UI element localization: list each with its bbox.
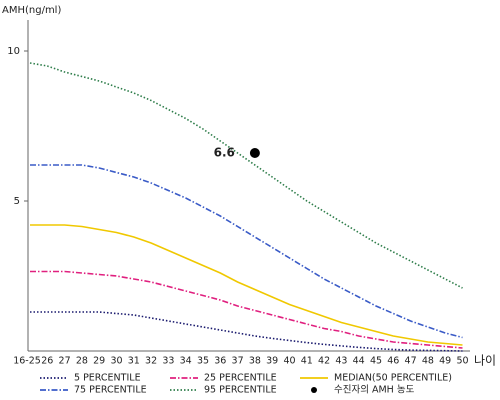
series-line: [30, 270, 463, 349]
x-tick-label: 45: [370, 356, 382, 367]
x-tick-label: 43: [335, 356, 347, 367]
series-line: [30, 224, 463, 346]
patient-point: [249, 148, 260, 158]
x-tick-label: 35: [197, 356, 209, 367]
legend-label: 5 PERCENTILE: [74, 373, 141, 384]
x-tick-label: 50: [456, 356, 468, 367]
x-tick-label: 30: [110, 356, 122, 367]
x-tick-label: 34: [180, 356, 192, 367]
x-tick-label: 47: [405, 356, 417, 367]
x-tick-label: 49: [439, 356, 451, 367]
legend-label: 95 PERCENTILE: [204, 385, 277, 396]
legend-label: MEDIAN(50 PERCENTILE): [334, 373, 452, 384]
x-tick-label: 40: [283, 356, 295, 367]
y-tick-label: 5: [14, 196, 20, 207]
series-line: [29, 62, 463, 289]
x-tick-label: 38: [249, 356, 261, 367]
x-tick-label: 46: [387, 356, 399, 367]
y-tick-label: 10: [7, 46, 20, 57]
x-axis-label: 나이: [474, 354, 496, 368]
x-tick-label: 37: [232, 356, 244, 367]
legend-label: 수진자의 AMH 농도: [334, 385, 415, 396]
x-tick-label: 48: [422, 356, 434, 367]
x-tick-label: 44: [353, 356, 365, 367]
data-label: 6.6: [214, 146, 235, 160]
x-tick-label: 39: [266, 356, 278, 367]
x-tick-label: 26: [41, 356, 53, 367]
x-tick-label: 31: [128, 356, 140, 367]
x-tick-label: 33: [162, 356, 174, 367]
series-line: [30, 311, 463, 352]
y-axis-label: AMH(ng/ml): [2, 5, 61, 16]
x-tick-label: 27: [59, 356, 71, 367]
legend-swatch: [311, 387, 317, 393]
legend-label: 25 PERCENTILE: [204, 373, 277, 384]
legend-label: 75 PERCENTILE: [74, 385, 147, 396]
x-tick-label: 29: [93, 356, 105, 367]
x-tick-label: 16-25: [13, 356, 41, 367]
x-tick-label: 28: [76, 356, 88, 367]
series-line: [30, 164, 463, 339]
x-tick-label: 32: [145, 356, 157, 367]
x-tick-label: 36: [214, 356, 226, 367]
x-tick-label: 42: [318, 356, 330, 367]
x-tick-label: 41: [301, 356, 313, 367]
